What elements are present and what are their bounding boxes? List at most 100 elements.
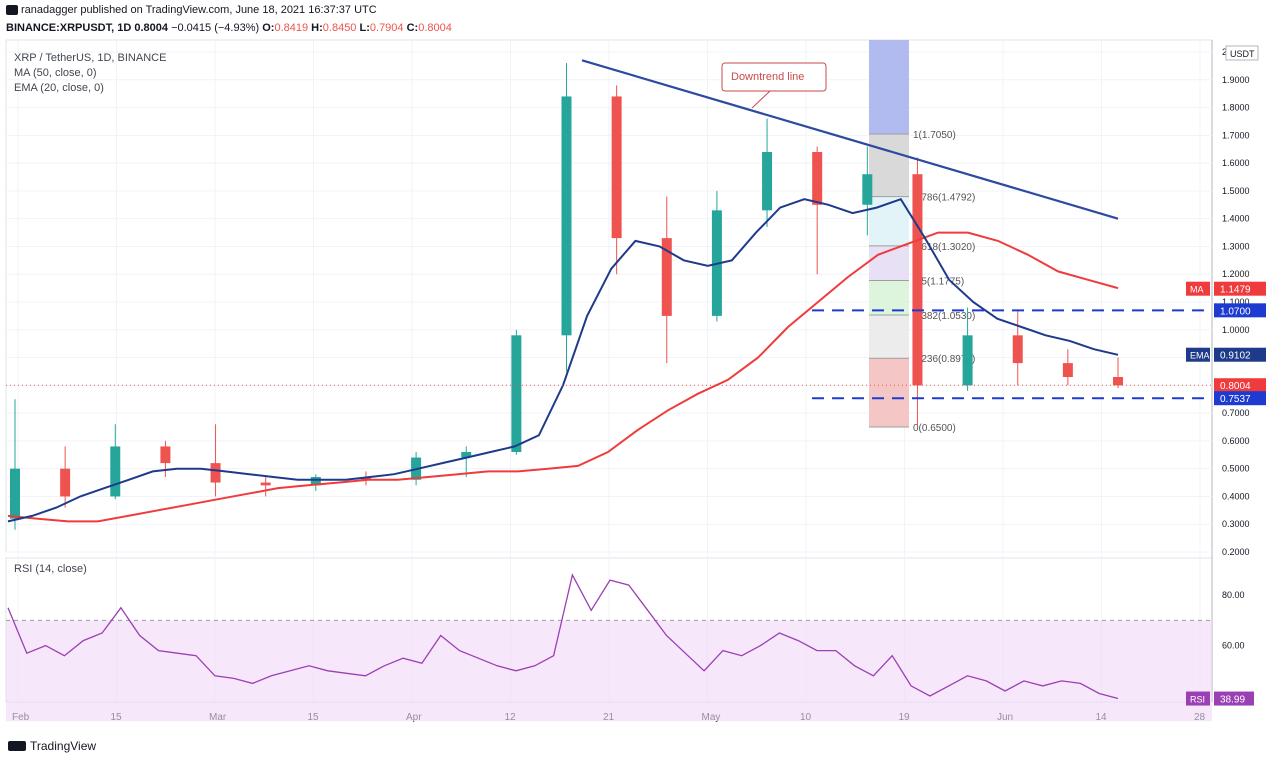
badge-tag <box>1186 347 1210 362</box>
published-line: ranadagger published on TradingView.com,… <box>6 4 377 16</box>
currency-badge: USDT <box>1230 49 1255 59</box>
y-tick-label: 0.7000 <box>1222 408 1250 418</box>
price-badge <box>1214 281 1266 296</box>
candle-body <box>812 152 823 205</box>
candle-body <box>962 335 973 386</box>
candle-body <box>210 463 221 483</box>
badge-tag-label: EMA <box>1190 351 1210 361</box>
rsi-line <box>7 573 1119 700</box>
candle-body <box>60 468 71 497</box>
candle-body <box>160 446 171 464</box>
y-tick-label: 1.1000 <box>1222 297 1250 307</box>
y-tick-label: 0.5000 <box>1222 464 1250 474</box>
open-label: O: <box>262 22 275 34</box>
price-badge <box>1214 303 1266 318</box>
y-tick-label: 0.3000 <box>1222 519 1250 529</box>
last-price: 0.8004 <box>134 22 169 34</box>
candle-body <box>260 482 271 486</box>
price-badge-value: 0.7537 <box>1220 394 1251 405</box>
fib-level-label: 0.236(0.8977) <box>913 354 975 365</box>
candle-body <box>611 96 622 239</box>
candle-body <box>1062 363 1073 377</box>
y-tick-label: 1.7000 <box>1222 130 1250 140</box>
fib-band <box>869 315 909 359</box>
candle-body <box>310 477 321 486</box>
candle-body <box>10 468 20 519</box>
callout-label: Downtrend line <box>731 71 804 83</box>
fib-band <box>869 280 909 316</box>
candle-body <box>912 174 923 386</box>
y-tick-label: 0.2000 <box>1222 547 1250 557</box>
price-badge-value: 0.8004 <box>1220 381 1251 392</box>
price-badge-value: 1.0700 <box>1220 306 1251 317</box>
fib-top-highlight <box>869 40 909 134</box>
footer-brand: TradingView <box>30 739 97 753</box>
candle-body <box>862 174 873 205</box>
candle-body <box>1012 335 1023 364</box>
rsi-badge <box>1214 691 1254 706</box>
ohlc-line: BINANCE:XRPUSDT, 1D 0.8004 −0.0415 (−4.9… <box>6 22 452 34</box>
candle-body <box>461 452 472 458</box>
rsi-badge-tag <box>1186 691 1210 706</box>
close-value: 0.8004 <box>418 22 452 34</box>
high-label: H: <box>311 22 323 34</box>
legend-rsi: RSI (14, close) <box>14 563 87 575</box>
fib-level-label: 0.786(1.4792) <box>913 193 975 204</box>
tradingview-logo-icon <box>8 741 26 751</box>
symbol-label: BINANCE:XRPUSDT, 1D <box>6 22 132 34</box>
candle-body <box>511 335 522 452</box>
low-value: 0.7904 <box>369 22 404 34</box>
candle-body <box>1113 377 1123 386</box>
high-value: 0.8450 <box>322 22 357 34</box>
y-tick-label: 1.9000 <box>1222 75 1250 85</box>
fib-band <box>869 133 909 197</box>
open-value: 0.8419 <box>274 22 309 34</box>
y-tick-label: 0.4000 <box>1222 491 1250 501</box>
badge-tag <box>1186 281 1210 296</box>
price-change: −0.0415 (−4.93%) <box>171 22 260 34</box>
y-tick-label: 1.4000 <box>1222 214 1250 224</box>
y-tick-label: 1.0000 <box>1222 325 1250 335</box>
candle-body <box>661 238 672 316</box>
callout-pointer <box>751 90 771 109</box>
tv-logo-icon <box>6 5 18 16</box>
footer: TradingView <box>8 739 96 753</box>
rsi-tick-label: 80.00 <box>1222 590 1245 600</box>
candle-body <box>561 96 572 336</box>
rsi-tick-label: 60.00 <box>1222 641 1245 651</box>
fib-level-label: 0.618(1.3020) <box>913 242 975 253</box>
fib-level-label: 0(0.6500) <box>913 423 956 434</box>
y-tick-label: 1.3000 <box>1222 241 1250 251</box>
downtrend-line <box>581 59 1119 220</box>
candle-body <box>110 446 121 497</box>
legend-ma: MA (50, close, 0) <box>14 67 97 79</box>
low-label: L: <box>359 22 370 34</box>
price-badge <box>1214 391 1266 406</box>
y-tick-label: 1.2000 <box>1222 269 1250 279</box>
fib-level-label: 0.5(1.1775) <box>913 276 964 287</box>
fib-band <box>869 196 909 246</box>
rsi-band <box>6 620 1212 722</box>
legend-ema: EMA (20, close, 0) <box>14 82 104 94</box>
y-tick-label: 1.5000 <box>1222 186 1250 196</box>
badge-tag-label: MA <box>1190 285 1204 295</box>
rsi-badge-value: 38.99 <box>1220 695 1245 706</box>
fib-level-label: 1(1.7050) <box>913 130 956 141</box>
y-tick-label: 1.8000 <box>1222 103 1250 113</box>
callout-box <box>721 62 827 92</box>
fib-band <box>869 358 909 427</box>
price-badge <box>1214 347 1266 362</box>
price-badge-value: 1.1479 <box>1220 285 1251 296</box>
rsi-badge-tag-label: RSI <box>1190 695 1205 705</box>
y-tick-label: 1.6000 <box>1222 158 1250 168</box>
legend-title: XRP / TetherUS, 1D, BINANCE <box>14 52 167 64</box>
ma50-line <box>7 231 1119 523</box>
y-tick-label: 0.6000 <box>1222 436 1250 446</box>
close-label: C: <box>406 22 419 34</box>
candle-body <box>762 152 773 211</box>
price-badge-value: 0.9102 <box>1220 351 1251 362</box>
fib-level-label: 0.382(1.0530) <box>913 311 975 322</box>
y-tick-label: 2 <box>1222 47 1227 57</box>
currency-badge-box <box>1225 45 1259 61</box>
